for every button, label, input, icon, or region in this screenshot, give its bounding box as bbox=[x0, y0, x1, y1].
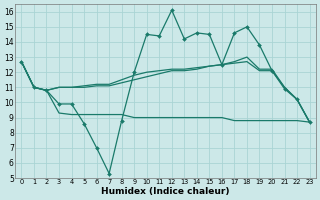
X-axis label: Humidex (Indice chaleur): Humidex (Indice chaleur) bbox=[101, 187, 230, 196]
